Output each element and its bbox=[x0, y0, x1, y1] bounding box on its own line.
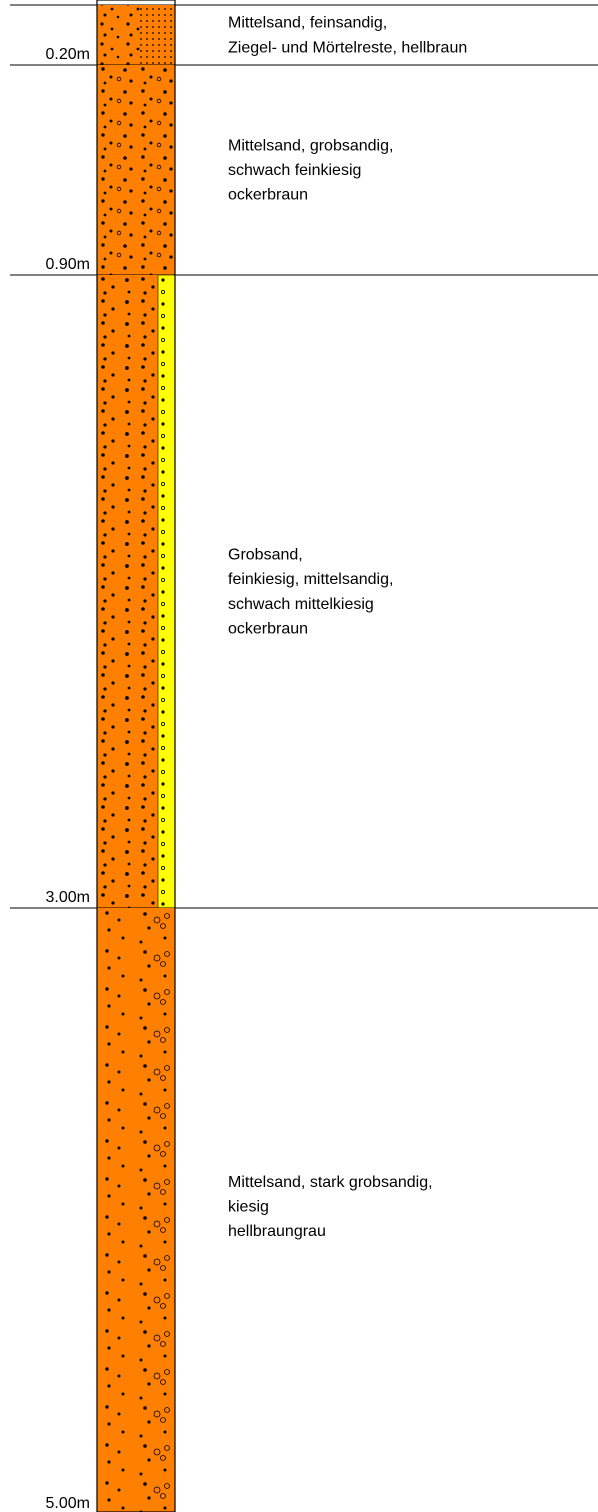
layer-description: feinkiesig, mittelsandig, bbox=[228, 571, 393, 588]
layer-description: Mittelsand, feinsandig, bbox=[228, 15, 387, 32]
layer-fill bbox=[97, 908, 175, 1512]
layer: 5.00m Mittelsand, stark grobsandig, kiesig… bbox=[46, 908, 433, 1512]
layer-description: schwach feinkiesig bbox=[228, 162, 361, 179]
layer-fine-fill bbox=[140, 5, 175, 65]
layer: 0.20m Mittelsand, feinsandig, Ziegel- und … bbox=[10, 5, 598, 66]
layer-description: Grobsand, bbox=[228, 546, 303, 563]
layer-description: ockerbraun bbox=[228, 621, 308, 638]
layer-description: Mittelsand, stark grobsandig, bbox=[228, 1174, 433, 1191]
layer-fill bbox=[97, 65, 175, 275]
layer-stripe bbox=[157, 274, 176, 909]
layer: 0.90m Mittelsand, grobsandig, schwach fein… bbox=[10, 65, 598, 276]
layer-description: Mittelsand, grobsandig, bbox=[228, 137, 393, 154]
column-border bbox=[96, 0, 176, 1512]
layer: 3.00m Grobsand, feinkiesig, mittelsandig, s… bbox=[10, 274, 598, 909]
depth-label: 0.90m bbox=[46, 256, 90, 273]
layer-description: ockerbraun bbox=[228, 187, 308, 204]
depth-label: 5.00m bbox=[46, 1495, 90, 1512]
depth-label: 3.00m bbox=[46, 889, 90, 906]
layer-description: hellbraungrau bbox=[228, 1223, 326, 1240]
layer-description: Ziegel- und Mörtelreste, hellbraun bbox=[228, 39, 467, 56]
depth-label: 0.20m bbox=[46, 46, 90, 63]
layer-description: kiesig bbox=[228, 1199, 269, 1216]
layer-description: schwach mittelkiesig bbox=[228, 596, 374, 613]
